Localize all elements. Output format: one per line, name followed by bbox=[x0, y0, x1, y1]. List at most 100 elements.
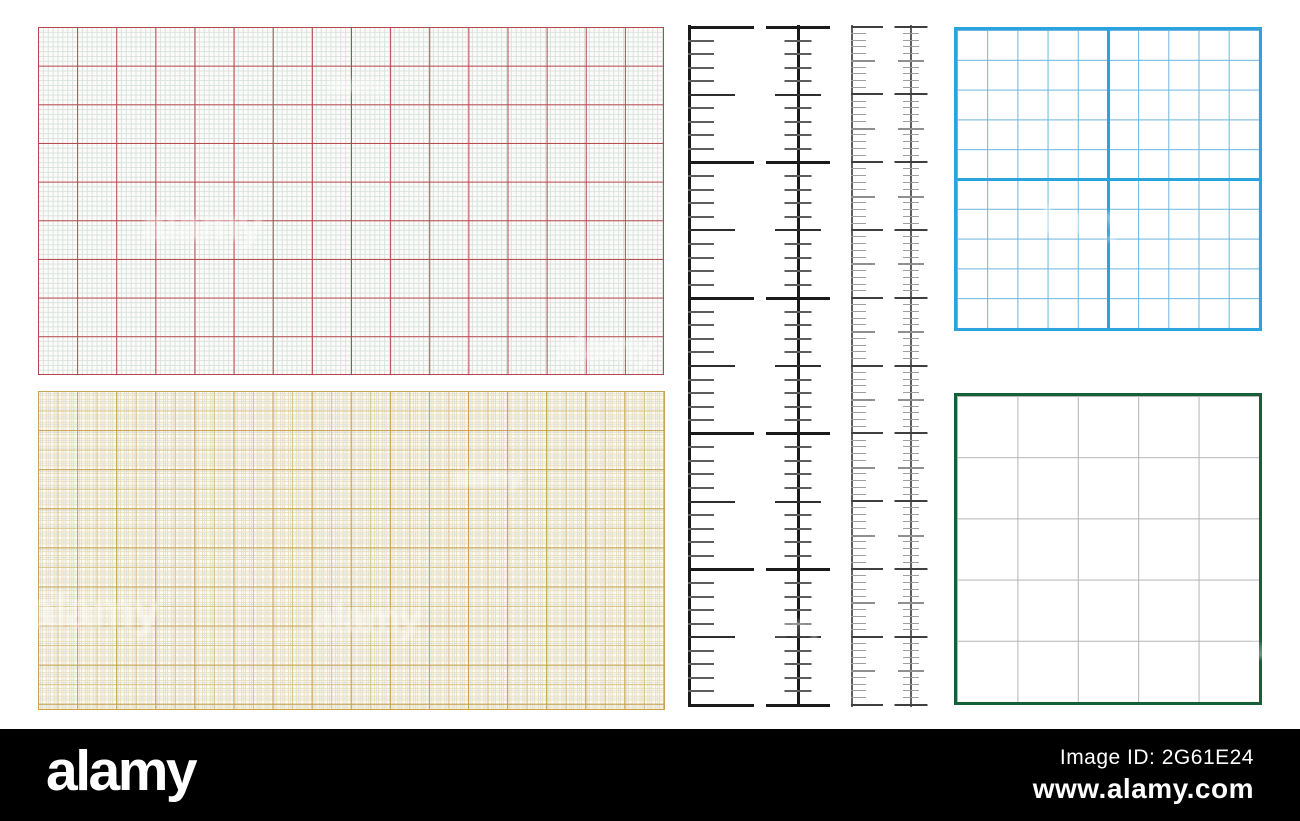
ruler-tick-major bbox=[894, 296, 928, 299]
ruler-tick-minor bbox=[851, 134, 866, 136]
ruler-tick-minor bbox=[688, 107, 714, 110]
ruler-tick-half bbox=[851, 331, 875, 334]
ruler-tick-major bbox=[688, 296, 754, 300]
ruler-tick-half bbox=[851, 127, 875, 130]
ruler-tick-minor bbox=[903, 419, 919, 421]
ruler-tick-minor bbox=[688, 473, 714, 476]
ruler-tick-major bbox=[851, 25, 883, 28]
ruler-tick-minor bbox=[784, 53, 812, 56]
ruler-tick-major bbox=[851, 364, 883, 367]
ruler-tick-minor bbox=[784, 595, 812, 598]
ruler-tick-half bbox=[851, 670, 875, 673]
ruler-tick-minor bbox=[903, 581, 919, 583]
ruler-tick-half bbox=[851, 59, 875, 62]
ruler-tick-minor bbox=[784, 378, 812, 381]
ruler-tick-minor bbox=[851, 39, 866, 41]
ruler-tick-minor bbox=[851, 337, 866, 339]
ruler-tick-minor bbox=[851, 392, 866, 394]
ruler-tick-minor bbox=[903, 249, 919, 251]
ruler-tick-minor bbox=[688, 310, 714, 313]
ruler-tick-minor bbox=[784, 446, 812, 449]
ruler-tick-minor bbox=[851, 32, 866, 34]
ruler-tick-major bbox=[851, 432, 883, 435]
ruler-tick-minor bbox=[903, 649, 919, 651]
ruler-tick-minor bbox=[851, 561, 866, 563]
ruler-tick-minor bbox=[851, 514, 866, 516]
ruler-tick-minor bbox=[903, 276, 919, 278]
ruler-tick-major bbox=[688, 432, 754, 436]
ruler-tick-minor bbox=[784, 405, 812, 408]
ruler-tick-minor bbox=[903, 181, 919, 183]
ruler-tick-minor bbox=[851, 141, 866, 143]
ruler-tick-minor bbox=[851, 46, 866, 48]
ruler-tick-minor bbox=[688, 541, 714, 544]
ruler-tick-minor bbox=[851, 459, 866, 461]
ruler-tick-minor bbox=[688, 446, 714, 449]
ruler-tick-minor bbox=[851, 236, 866, 238]
alamy-watermark: alamy bbox=[328, 72, 386, 97]
ruler-tick-minor bbox=[903, 148, 919, 150]
ruler-tick-minor bbox=[903, 446, 919, 448]
ruler-tick-half bbox=[898, 195, 924, 198]
ruler-tick-minor bbox=[903, 114, 919, 116]
ruler-tick-major bbox=[688, 703, 754, 707]
ruler-tick-minor bbox=[851, 175, 866, 177]
ruler-tick-minor bbox=[851, 148, 866, 150]
ruler-tick-half bbox=[898, 127, 924, 130]
ruler-tick-minor bbox=[903, 642, 919, 644]
ruler-tick-minor bbox=[851, 595, 866, 597]
ruler-tick-minor bbox=[851, 649, 866, 651]
ruler-tick-minor bbox=[903, 270, 919, 272]
ruler-tick-half bbox=[898, 534, 924, 537]
ruler-tick-minor bbox=[688, 487, 714, 490]
ruler-tick-minor bbox=[851, 629, 866, 631]
ruler-tick-minor bbox=[688, 188, 714, 191]
ruler-tick-minor bbox=[784, 514, 812, 517]
ruler-tick-minor bbox=[688, 202, 714, 205]
ruler-tick-minor bbox=[851, 690, 866, 692]
ruler-tick-minor bbox=[851, 480, 866, 482]
ruler-tick-major bbox=[851, 635, 883, 638]
ruler-tick-minor bbox=[688, 215, 714, 218]
ruler-tick-half bbox=[851, 602, 875, 605]
alamy-watermark: alamy bbox=[1022, 200, 1126, 242]
ruler-tick-minor bbox=[903, 595, 919, 597]
image-id-value: 2G61E24 bbox=[1161, 745, 1254, 769]
ruler-tick-minor bbox=[903, 168, 919, 170]
ruler-tick-half bbox=[688, 229, 735, 232]
image-id-label: Image ID: bbox=[1059, 745, 1156, 769]
alamy-logo: alamy bbox=[46, 738, 198, 803]
ruler-tick-minor bbox=[903, 575, 919, 577]
ruler-tick-major bbox=[851, 567, 883, 570]
ruler-tick-minor bbox=[903, 683, 919, 685]
ruler-tick-minor bbox=[903, 514, 919, 516]
ruler-tick-minor bbox=[851, 663, 866, 665]
ruler-tick-minor bbox=[784, 80, 812, 83]
ruler-tick-minor bbox=[688, 283, 714, 286]
ruler-tick-minor bbox=[688, 66, 714, 69]
ruler-tick-minor bbox=[851, 249, 866, 251]
ruler-tick-minor bbox=[851, 242, 866, 244]
ruler-tick-minor bbox=[851, 371, 866, 373]
ruler-tick-minor bbox=[688, 378, 714, 381]
ruler-tick-minor bbox=[903, 39, 919, 41]
ruler-tick-minor bbox=[688, 649, 714, 652]
ruler-tick-minor bbox=[688, 53, 714, 56]
ruler-tick-minor bbox=[851, 344, 866, 346]
ruler-tick-minor bbox=[851, 439, 866, 441]
ruler-tick-minor bbox=[784, 351, 812, 354]
ruler-tick-minor bbox=[903, 548, 919, 550]
ruler-tick-minor bbox=[903, 690, 919, 692]
ruler-tick-minor bbox=[851, 493, 866, 495]
ruler-tick-half bbox=[851, 466, 875, 469]
ruler-tick-minor bbox=[903, 371, 919, 373]
ruler-tick-minor bbox=[903, 629, 919, 631]
ruler-tick-minor bbox=[688, 514, 714, 517]
ruler-tick-minor bbox=[903, 256, 919, 258]
ruler-tick-minor bbox=[851, 107, 866, 109]
ruler-tick-minor bbox=[688, 392, 714, 395]
alamy-footer-bar: alamy Image ID: 2G61E24 www.alamy.com bbox=[0, 729, 1300, 821]
alamy-watermark: alamy bbox=[556, 327, 654, 368]
ruler-tick-minor bbox=[688, 527, 714, 530]
